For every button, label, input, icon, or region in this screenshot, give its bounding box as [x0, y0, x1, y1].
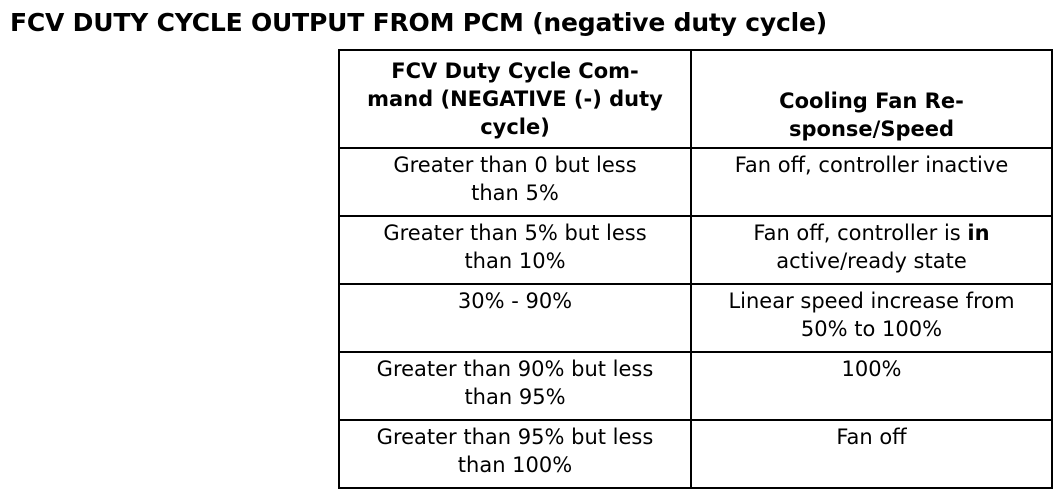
cell-duty-cycle-command: 30% - 90%	[338, 283, 692, 353]
cell-line: than 5%	[471, 181, 559, 205]
table-row: 30% - 90% Linear speed increase from 50%…	[338, 283, 1053, 353]
cell-line: 30% - 90%	[457, 289, 573, 313]
cell-text: Fan off, controller is	[753, 221, 968, 245]
cell-line: than 10%	[464, 249, 566, 273]
header-fan-response: Cooling Fan Re- sponse/Speed	[690, 49, 1053, 149]
table-row: Greater than 90% but less than 95% 100%	[338, 351, 1053, 421]
header-line: FCV Duty Cycle Com-	[391, 59, 639, 83]
header-line: mand (NEGATIVE (-) duty	[367, 87, 663, 111]
cell-line: active/ready state	[776, 249, 967, 273]
cell-line: Fan off, controller is in	[700, 219, 1043, 247]
table-row: Greater than 5% but less than 10% Fan of…	[338, 215, 1053, 285]
cell-fan-response: Fan off, controller is in active/ready s…	[690, 215, 1053, 285]
cell-duty-cycle-command: Greater than 90% but less than 95%	[338, 351, 692, 421]
cell-line: Fan off	[836, 425, 907, 449]
header-duty-cycle-command: FCV Duty Cycle Com- mand (NEGATIVE (-) d…	[338, 49, 692, 149]
document-title: FCV DUTY CYCLE OUTPUT FROM PCM (negative…	[10, 8, 827, 37]
cell-duty-cycle-command: Greater than 95% but less than 100%	[338, 419, 692, 489]
cell-line: Greater than 95% but less	[376, 425, 654, 449]
cell-duty-cycle-command: Greater than 0 but less than 5%	[338, 147, 692, 217]
table-row: Greater than 95% but less than 100% Fan …	[338, 419, 1053, 489]
header-line: sponse/Speed	[789, 117, 954, 141]
cell-line: than 100%	[457, 453, 573, 477]
cell-fan-response: Linear speed increase from 50% to 100%	[690, 283, 1053, 353]
cell-fan-response: 100%	[690, 351, 1053, 421]
header-line: Cooling Fan Re-	[779, 89, 964, 113]
cell-line: 50% to 100%	[800, 317, 943, 341]
cell-line: Fan off, controller inactive	[734, 153, 1009, 177]
fcv-duty-cycle-table: FCV Duty Cycle Com- mand (NEGATIVE (-) d…	[338, 49, 1053, 489]
cell-fan-response: Fan off, controller inactive	[690, 147, 1053, 217]
cell-line: Linear speed increase from	[728, 289, 1015, 313]
table-header-row: FCV Duty Cycle Com- mand (NEGATIVE (-) d…	[338, 49, 1053, 149]
cell-text-emphasis: in	[967, 221, 990, 245]
cell-line: Greater than 0 but less	[393, 153, 637, 177]
cell-duty-cycle-command: Greater than 5% but less than 10%	[338, 215, 692, 285]
header-line: cycle)	[480, 115, 550, 139]
cell-line: than 95%	[464, 385, 566, 409]
table-row: Greater than 0 but less than 5% Fan off,…	[338, 147, 1053, 217]
cell-line: Greater than 5% but less	[383, 221, 647, 245]
cell-line: Greater than 90% but less	[376, 357, 654, 381]
cell-fan-response: Fan off	[690, 419, 1053, 489]
cell-line: 100%	[841, 357, 902, 381]
